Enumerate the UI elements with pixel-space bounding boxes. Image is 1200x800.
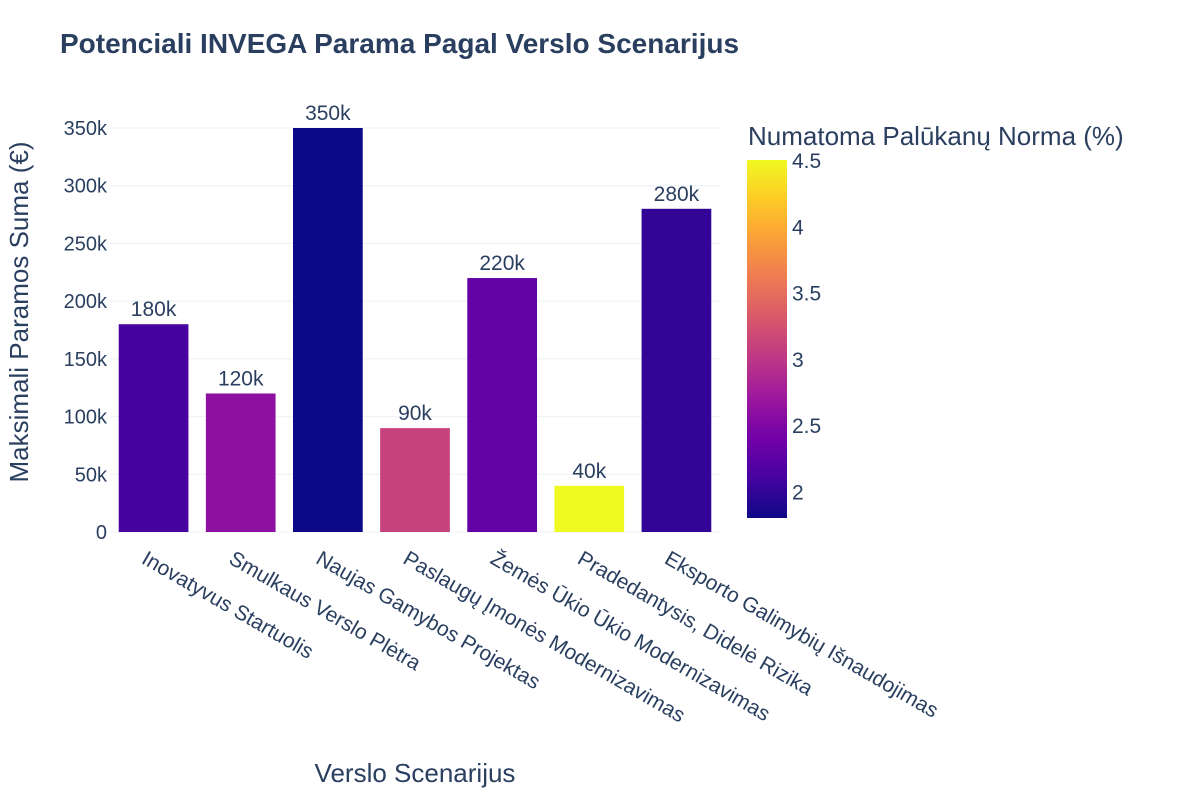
y-axis-ticks: 0 50k 100k 150k 200k 250k 300k 350k <box>64 118 108 544</box>
bar <box>554 485 625 532</box>
bar <box>118 324 189 532</box>
y-axis-title: Maksimali Paramos Suma (€) <box>4 142 34 483</box>
colorbar-tick-label: 4.5 <box>792 150 821 173</box>
colorbar-tick-label: 2.5 <box>792 415 821 438</box>
bar-value-label: 180k <box>131 298 177 321</box>
y-tick-label: 350k <box>64 118 108 140</box>
bar-value-label: 90k <box>398 402 432 425</box>
colorbar-tick-label: 2 <box>792 481 804 504</box>
bar <box>293 128 363 532</box>
bar <box>380 428 450 532</box>
colorbar-title: Numatoma Palūkanų Norma (%) <box>748 121 1124 151</box>
bar <box>205 393 276 532</box>
colorbar-tick-label: 3.5 <box>792 283 821 306</box>
data-labels: 180k 120k 350k 90k 220k 40k 280k <box>131 102 700 483</box>
y-tick-label: 150k <box>64 349 108 371</box>
bar <box>467 278 537 532</box>
colorbar-gradient <box>747 160 787 518</box>
y-tick-label: 200k <box>64 291 108 313</box>
bar-value-label: 350k <box>305 102 351 125</box>
bar-value-label: 120k <box>218 367 264 390</box>
y-tick-label: 0 <box>96 522 107 544</box>
y-tick-label: 300k <box>64 176 108 198</box>
y-tick-label: 100k <box>64 407 108 429</box>
bars <box>118 128 712 533</box>
chart-title: Potenciali INVEGA Parama Pagal Verslo Sc… <box>60 28 739 59</box>
x-axis-title: Verslo Scenarijus <box>315 758 516 788</box>
colorbar: Numatoma Palūkanų Norma (%) 2 2.5 3 3.5 4 4.5 <box>747 121 1124 518</box>
colorbar-ticks: 2 2.5 3 3.5 4 4.5 <box>792 150 821 504</box>
bar <box>641 208 712 533</box>
bar-value-label: 40k <box>572 460 606 483</box>
bar-value-label: 280k <box>654 183 700 206</box>
y-tick-label: 250k <box>64 233 108 255</box>
colorbar-tick-label: 3 <box>792 349 804 372</box>
y-tick-label: 50k <box>75 464 108 486</box>
bar-value-label: 220k <box>479 252 525 275</box>
colorbar-tick-label: 4 <box>792 216 804 239</box>
